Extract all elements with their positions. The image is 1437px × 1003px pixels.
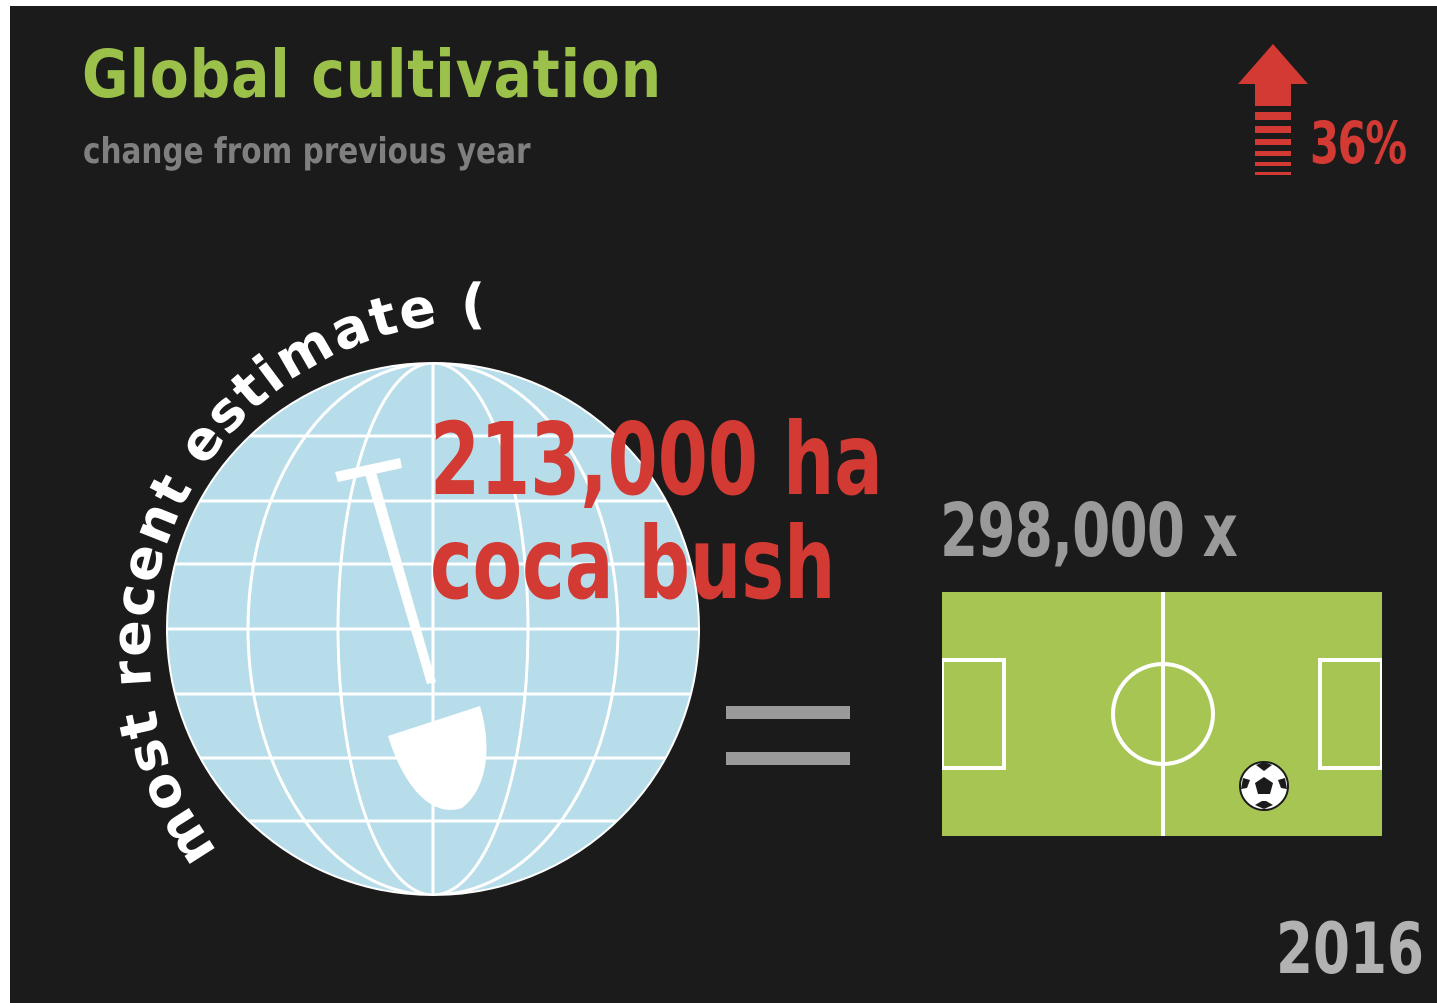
equals-bar-top [726, 706, 850, 719]
change-percentage: 36% [1310, 109, 1407, 177]
estimate-graphic: most recent estimate (2016) [10, 6, 700, 896]
year-label: 2016 [1276, 908, 1425, 990]
equals-icon [726, 706, 850, 768]
estimate-value: 213,000 ha coca bush [430, 408, 883, 616]
field-multiplier: 298,000 x [940, 488, 1238, 574]
globe-icon [166, 362, 700, 896]
page-subtitle: change from previous year [83, 131, 531, 172]
infographic-panel: Global cultivation change from previous … [10, 6, 1437, 1003]
soccer-field-icon [942, 592, 1382, 836]
page-title: Global cultivation [82, 36, 663, 113]
up-arrow-icon [1238, 44, 1308, 175]
soccer-ball-icon [1239, 761, 1289, 811]
shovel-icon [335, 458, 487, 810]
estimate-value-amount: 213,000 ha [430, 401, 883, 518]
change-indicator: 36% [1238, 44, 1408, 184]
equals-bar-bottom [726, 752, 850, 765]
estimate-value-crop: coca bush [430, 505, 836, 622]
